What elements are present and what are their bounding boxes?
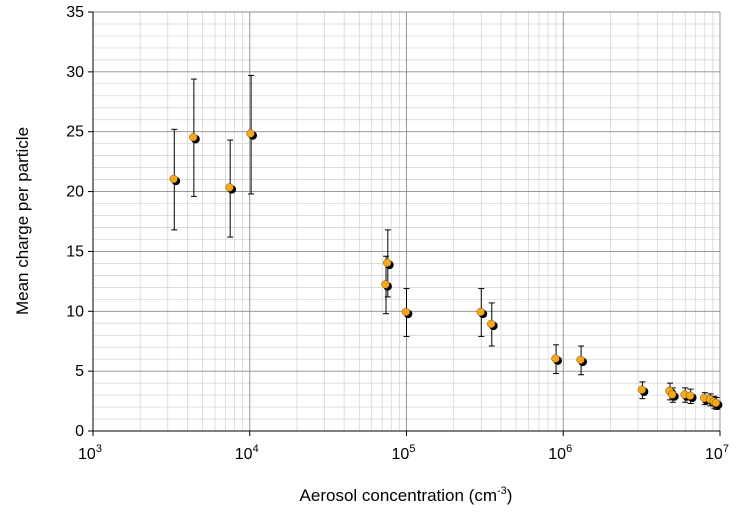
data-point bbox=[685, 391, 697, 402]
x-tick-label: 105 bbox=[392, 443, 416, 463]
x-tick-label: 103 bbox=[78, 443, 102, 463]
data-point-marker bbox=[668, 390, 677, 399]
x-tick-label: 106 bbox=[548, 443, 572, 463]
data-point bbox=[246, 129, 257, 140]
data-point-marker bbox=[401, 307, 411, 317]
data-point bbox=[381, 280, 392, 291]
y-tick-label: 35 bbox=[66, 4, 84, 21]
y-tick-labels: 0 5 10 15 20 25 30 35 bbox=[66, 4, 84, 440]
data-point-marker bbox=[246, 129, 255, 138]
data-point-marker bbox=[169, 174, 178, 184]
data-point bbox=[189, 132, 200, 144]
data-point bbox=[576, 355, 588, 367]
axes bbox=[88, 11, 721, 436]
data-point bbox=[401, 307, 413, 319]
y-tick-label: 20 bbox=[66, 184, 84, 201]
x-tick-label: 107 bbox=[705, 443, 729, 463]
y-tick-label: 30 bbox=[66, 64, 84, 81]
data-point bbox=[487, 319, 498, 331]
data-point-marker bbox=[381, 280, 390, 289]
data-point bbox=[225, 183, 237, 194]
data-point bbox=[711, 398, 723, 410]
data-point-marker bbox=[711, 398, 721, 408]
y-tick-label: 0 bbox=[75, 423, 84, 440]
data-point-marker bbox=[225, 183, 234, 192]
data-point-marker bbox=[189, 132, 198, 142]
data-point bbox=[637, 385, 649, 396]
data-point-marker bbox=[476, 307, 485, 317]
y-tick-label: 15 bbox=[66, 243, 84, 260]
grid bbox=[92, 11, 721, 432]
data-point-marker bbox=[551, 354, 560, 363]
data-point bbox=[476, 307, 488, 319]
y-tick-label: 10 bbox=[66, 303, 84, 320]
data-point bbox=[169, 174, 181, 186]
y-tick-label: 5 bbox=[75, 363, 84, 380]
x-axis-title: Aerosol concentration (cm-3) bbox=[300, 485, 513, 505]
data-point bbox=[383, 258, 394, 270]
data-point bbox=[668, 390, 679, 401]
data-point bbox=[551, 354, 562, 365]
data-points bbox=[169, 129, 723, 410]
y-axis-title: Mean charge per particle bbox=[13, 127, 32, 315]
data-point-marker bbox=[637, 385, 646, 394]
x-tick-labels: 103 104 105 106 107 bbox=[78, 443, 729, 463]
data-point-marker bbox=[383, 258, 392, 267]
y-tick-label: 25 bbox=[66, 124, 84, 141]
data-point-marker bbox=[685, 391, 695, 400]
data-point-marker bbox=[487, 319, 496, 329]
x-tick-label: 104 bbox=[235, 443, 259, 463]
data-point-marker bbox=[576, 355, 585, 364]
